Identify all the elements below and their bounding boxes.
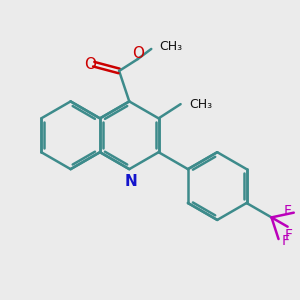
Text: CH₃: CH₃ xyxy=(189,98,212,111)
Text: N: N xyxy=(125,174,138,189)
Text: O: O xyxy=(132,46,144,61)
Text: F: F xyxy=(281,233,290,248)
Text: CH₃: CH₃ xyxy=(160,40,183,53)
Text: F: F xyxy=(285,228,293,242)
Text: F: F xyxy=(284,204,291,218)
Text: O: O xyxy=(84,57,96,72)
